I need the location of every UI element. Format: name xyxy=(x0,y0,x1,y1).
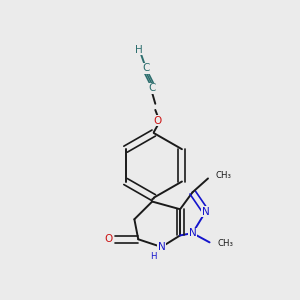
Text: H: H xyxy=(151,252,157,261)
Text: H: H xyxy=(135,45,143,55)
Text: O: O xyxy=(105,234,113,244)
Text: CH₃: CH₃ xyxy=(216,171,232,180)
Text: C: C xyxy=(142,63,150,73)
Text: O: O xyxy=(154,116,162,126)
Text: N: N xyxy=(189,228,196,238)
Text: CH₃: CH₃ xyxy=(217,239,233,248)
Text: C: C xyxy=(148,83,156,93)
Text: N: N xyxy=(158,242,165,252)
Text: N: N xyxy=(202,207,210,217)
